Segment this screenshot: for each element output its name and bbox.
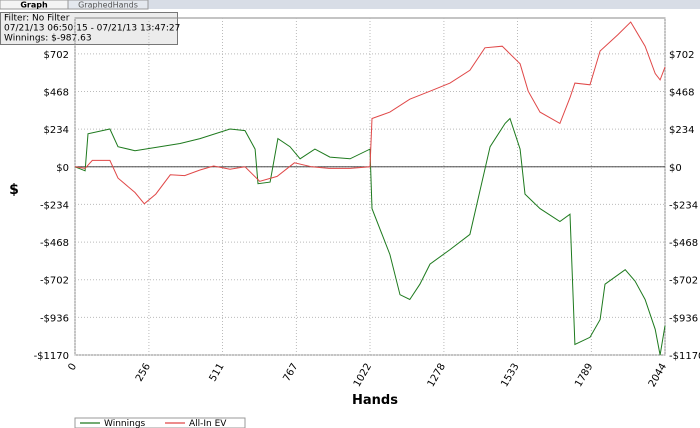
y-tick-label: -$1170: [34, 351, 69, 362]
y-tick-label: $468: [44, 88, 69, 99]
x-axis-label: Hands: [352, 393, 398, 408]
x-tick-label: 256: [134, 362, 153, 384]
y-tick-label: -$702: [40, 276, 69, 287]
y2-tick-label: -$468: [669, 238, 698, 249]
y-tick-label: -$234: [40, 200, 69, 211]
y-tick-label: $0: [56, 163, 69, 174]
x-tick-label: 1533: [499, 362, 521, 390]
x-tick-label: 1022: [352, 362, 374, 390]
y2-tick-label: $0: [669, 163, 682, 174]
filter-text: Winnings: $-987.63: [4, 34, 92, 44]
x-tick-label: 767: [281, 362, 300, 384]
tab-label[interactable]: Graph: [20, 1, 48, 10]
y2-tick-label: -$1170: [669, 351, 700, 362]
series-line: [74, 117, 666, 356]
y-tick-label: -$468: [40, 238, 69, 249]
tab[interactable]: [67, 0, 149, 10]
y2-tick-label: -$234: [669, 200, 698, 211]
tab-bar: [0, 0, 700, 9]
filter-text: Filter: No Filter: [4, 14, 70, 24]
y2-tick-label: -$702: [669, 276, 698, 287]
y-tick-label: -$936: [40, 313, 69, 324]
filter-text: 07/21/13 06:50:15 - 07/21/13 13:47:27: [4, 24, 180, 34]
x-tick-label: 1789: [573, 362, 595, 390]
legend: [74, 417, 246, 428]
x-tick-label: 2044: [647, 362, 669, 390]
y-tick-label: $234: [44, 125, 69, 136]
tab-label[interactable]: GraphedHands: [78, 1, 138, 10]
y2-tick-label: $234: [669, 125, 694, 136]
x-tick-label: 0: [66, 362, 79, 373]
y2-tick-label: -$936: [669, 313, 698, 324]
legend-label: Winnings: [104, 419, 146, 428]
y-tick-label: $702: [44, 50, 69, 61]
x-tick-label: 511: [208, 362, 227, 384]
series-line: [74, 21, 666, 205]
y-axis-label: $: [9, 182, 19, 198]
y2-tick-label: $468: [669, 88, 694, 99]
x-tick-label: 1278: [426, 362, 448, 390]
y2-tick-label: $702: [669, 50, 694, 61]
legend-label: All-In EV: [189, 419, 227, 428]
